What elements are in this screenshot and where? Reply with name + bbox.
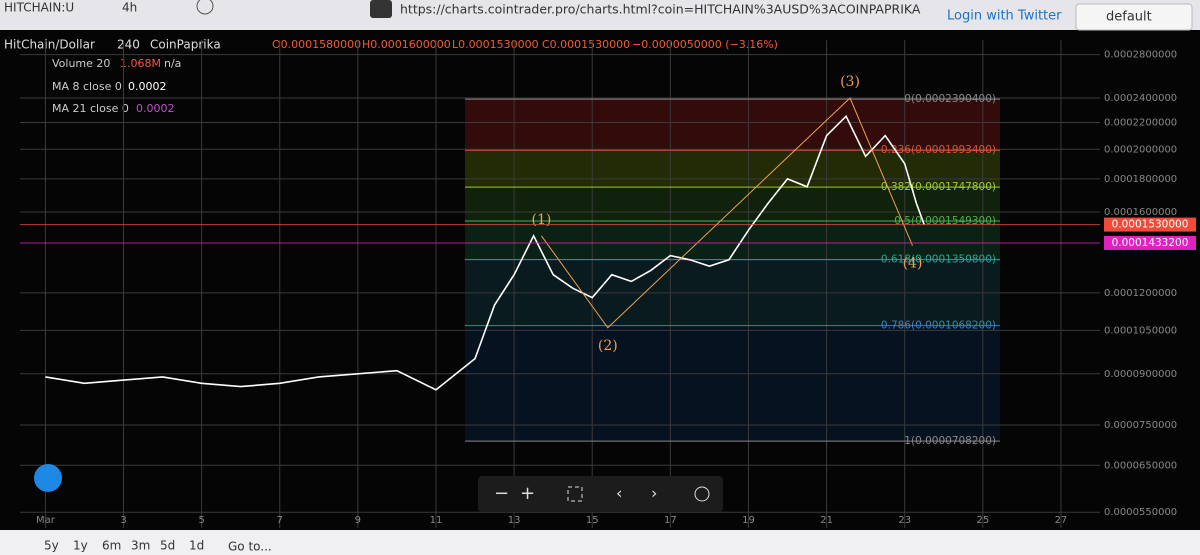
interval[interactable]: 4h [122,1,137,15]
x-tick-label: 21 [820,515,833,526]
y-tick-label: 0.0002000000 [1104,144,1177,155]
goto[interactable]: Go to... [228,540,272,554]
url[interactable]: https://charts.cointrader.pro/charts.htm… [400,2,921,17]
theme-box[interactable] [1075,3,1193,31]
change: −0.0000050000 (−3.16%) [632,38,778,51]
fib-zone [465,325,1000,442]
ma8: MA 8 close 0 [52,80,122,93]
range-button[interactable]: 5y [44,539,59,553]
price-tag-label: 0.0001433200 [1112,237,1189,249]
range-button[interactable]: 3m [131,539,150,553]
y-tick-label: 0.0001800000 [1104,174,1177,185]
add-button[interactable] [196,0,214,15]
zoom-in[interactable]: + [520,483,535,504]
fib-label: 0.618(0.0001350800) [881,254,996,266]
fib-label: 0.786(0.0001068200) [881,320,996,332]
x-tick-label: 25 [976,515,989,526]
volume-na: n/a [164,57,181,70]
period: 240 [117,38,140,52]
wave-label: (4) [903,256,923,272]
x-tick-label: 11 [430,515,443,526]
wave-label: (2) [598,338,618,354]
wave-label: (1) [532,212,552,228]
scroll-left[interactable]: ‹ [616,484,622,503]
x-tick-label: 19 [742,515,755,526]
x-tick-label: 3 [120,515,126,526]
range-button[interactable]: 1y [73,539,88,553]
ma21-value: 0.0002 [136,102,175,115]
price-line [45,114,925,391]
zoom-out[interactable]: − [494,483,509,504]
url-icon [370,0,392,18]
y-tick-label: 0.0000650000 [1104,460,1177,471]
price-tag [1104,217,1196,232]
fib-label: 0.5(0.0001549300) [894,215,996,227]
range-buttons: 5y 1y 6m 3m 5d 1d [44,539,204,553]
price-tag-label: 0.0001530000 [1112,219,1189,231]
scroll-right[interactable]: › [651,484,657,503]
plot: 0.0002800000 0.0002400000 0.0002200000 0.00… [20,40,1196,528]
low: L0.0001530000 [452,38,539,51]
range-button[interactable]: 6m [102,539,121,553]
logo [34,464,62,492]
close: C0.0001530000 [542,38,630,51]
symbol[interactable]: HITCHAIN:U [4,1,74,15]
fib-zone [465,99,1000,151]
x-tick-label: 17 [664,515,677,526]
y-tick-label: 0.0001200000 [1104,288,1177,299]
wave-label: (3) [840,74,860,90]
fib-label: 0.382(0.0001747800) [881,181,996,193]
range-button[interactable]: 5d [160,539,175,553]
y-tick-label: 0.0000750000 [1104,420,1177,431]
reset[interactable] [694,486,710,502]
x-tick-label: 23 [898,515,911,526]
y-tick-label: 0.0001050000 [1104,325,1177,336]
volume-value: 1.068M [120,57,161,70]
ma21: MA 21 close 0 [52,102,129,115]
toolbar [0,0,1200,30]
pair: HitChain/Dollar [4,38,95,52]
login[interactable]: Login with Twitter [947,9,1062,24]
y-tick-label: 0.0002400000 [1104,93,1177,104]
y-tick-label: 0.0000550000 [1104,507,1177,518]
fib-label: 0.236(0.0001993400) [881,144,996,156]
volume: Volume 20 [52,57,110,70]
price-tag [1104,235,1196,250]
open: O0.0001580000 [272,38,361,51]
range-button[interactable]: 1d [189,539,204,553]
source: CoinPaprika [150,38,221,52]
bottom-bar [0,530,1200,555]
y-tick-label: 0.0001600000 [1104,207,1177,218]
x-tick-label: 13 [508,515,521,526]
fib-zone [465,150,1000,188]
nav-controls [478,476,723,512]
x-tick-label: 7 [277,515,283,526]
x-tick-label: 5 [198,515,204,526]
y-tick-label: 0.0002800000 [1104,50,1177,61]
theme[interactable]: default [1106,10,1152,25]
y-tick-label: 0.0000900000 [1104,369,1177,380]
fib-label: 1(0.0000708200) [904,435,996,447]
wave-path [540,97,913,329]
fib-label: 0(0.0002390400) [904,93,996,105]
y-tick-label: 0.0002200000 [1104,117,1177,128]
x-tick-label: 27 [1055,515,1068,526]
fib-zone [465,187,1000,222]
x-tick-label: 15 [586,515,599,526]
high: H0.0001600000 [362,38,451,51]
reset-zoom[interactable] [567,486,583,502]
x-tick-label: 9 [355,515,361,526]
ma8-value: 0.0002 [128,80,167,93]
x-tick-label: Mar [36,515,56,526]
